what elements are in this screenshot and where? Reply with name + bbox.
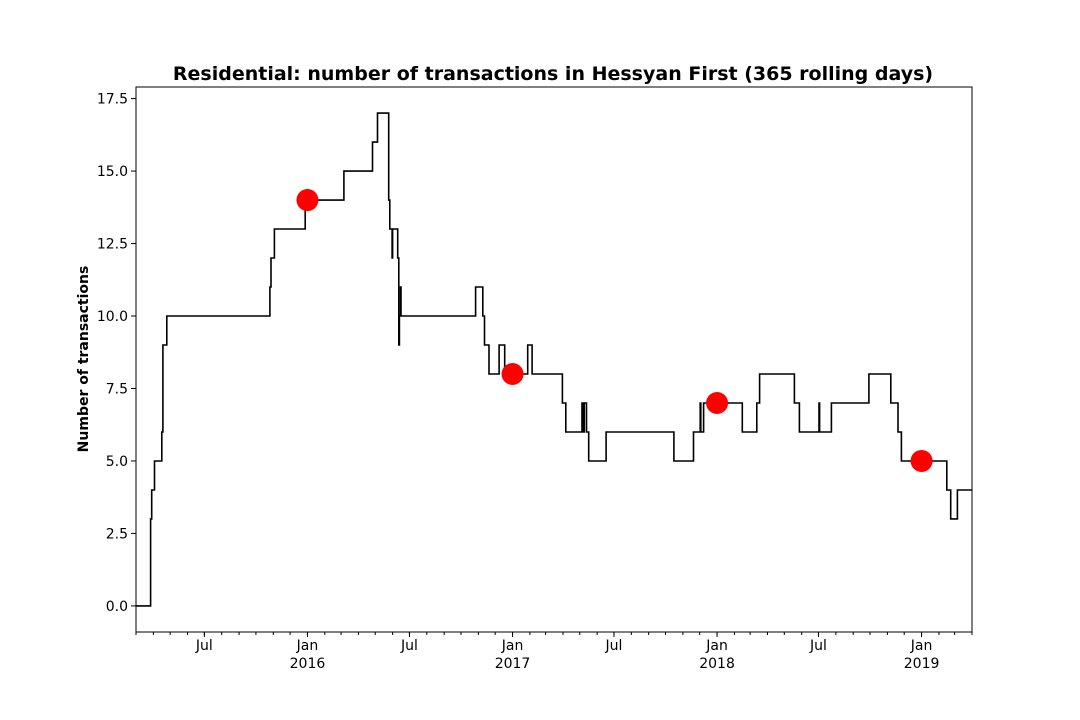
highlight-point	[910, 449, 933, 472]
y-tick-label: 7.5	[106, 381, 128, 397]
chart-title: Residential: number of transactions in H…	[173, 63, 933, 85]
highlight-point	[296, 189, 319, 212]
plot-frame	[135, 86, 973, 633]
x-tick-label: Jan 2019	[904, 638, 940, 672]
y-tick-label: 0.0	[106, 599, 128, 615]
x-tick-label: Jul	[809, 638, 827, 654]
y-tick-label: 17.5	[97, 92, 128, 108]
y-tick-label: 2.5	[106, 526, 128, 542]
y-axis-label: Number of transactions	[76, 266, 92, 453]
y-tick-label: 12.5	[97, 237, 128, 253]
x-tick-label: Jul	[400, 638, 418, 654]
y-axis: 0.0 2.5 5.0 7.5 10.0 12.5 15.0 17.5	[97, 92, 136, 615]
series-line	[136, 112, 972, 607]
highlight-point	[706, 391, 729, 414]
y-tick-label: 10.0	[97, 309, 128, 325]
plot-area	[135, 86, 973, 633]
x-tick-label: Jan 2017	[495, 638, 531, 672]
y-tick-label: 5.0	[106, 454, 128, 470]
x-tick-label: Jul	[195, 638, 213, 654]
markers-layer	[296, 189, 933, 472]
x-axis: Jul Jan 2016 Jul Jan 2017 Jul Jan 2018 Jul Jan 2019	[135, 632, 973, 672]
highlight-point	[501, 362, 524, 385]
x-tick-label: Jan 2016	[290, 638, 326, 672]
y-tick-label: 15.0	[97, 164, 128, 180]
x-tick-label: Jul	[605, 638, 623, 654]
x-tick-label: Jan 2018	[699, 638, 735, 672]
series-layer	[136, 112, 972, 607]
